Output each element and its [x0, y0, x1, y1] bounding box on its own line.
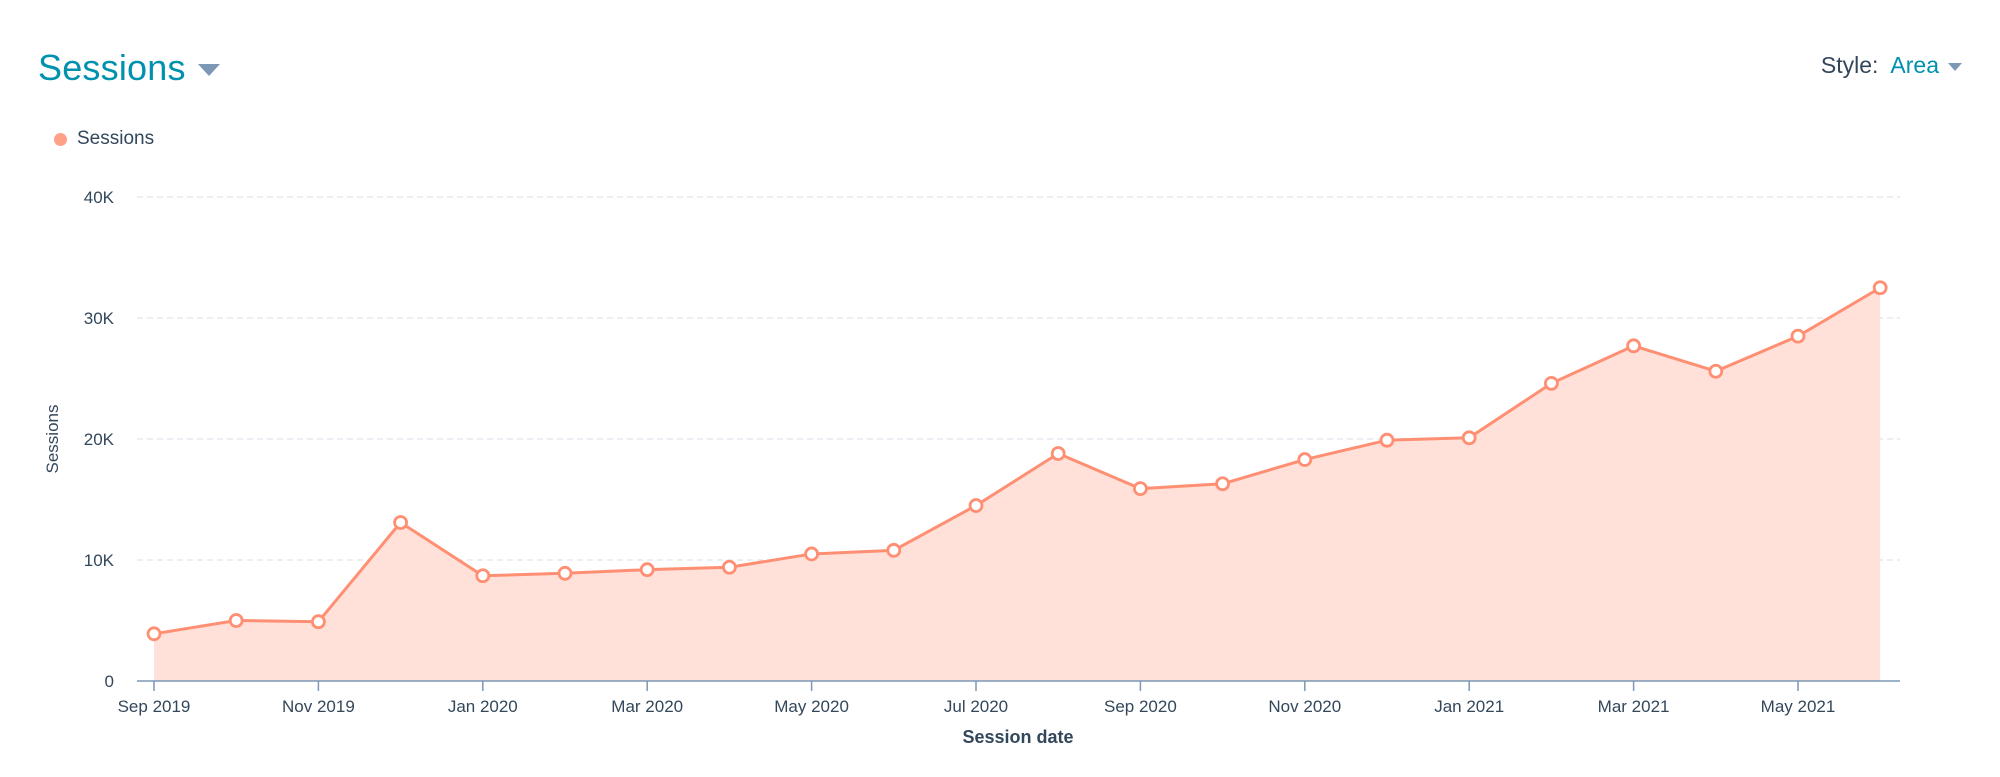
style-value[interactable]: Area [1890, 52, 1939, 78]
data-point[interactable] [1050, 446, 1066, 461]
y-axis-title: Sessions [43, 405, 62, 474]
data-point[interactable] [228, 613, 244, 628]
x-tick-label: Sep 2019 [118, 697, 191, 716]
data-point[interactable] [1708, 363, 1724, 379]
data-point[interactable] [722, 559, 737, 575]
x-tick-label: Nov 2020 [1268, 697, 1341, 716]
x-tick-label: May 2021 [1761, 697, 1836, 716]
x-tick-label: Mar 2020 [611, 697, 683, 716]
y-tick-label: 20K [84, 430, 115, 449]
legend-swatch [54, 132, 67, 146]
y-tick-label: 0 [105, 672, 114, 691]
data-point[interactable] [1133, 481, 1148, 497]
legend: Sessions [54, 128, 154, 150]
data-point[interactable] [1544, 375, 1559, 391]
data-point[interactable] [557, 565, 573, 581]
x-tick-label: May 2020 [774, 697, 849, 716]
y-tick-label: 30K [84, 309, 115, 328]
data-point[interactable] [1790, 328, 1806, 344]
style-label: Style: [1820, 52, 1879, 78]
data-point[interactable] [968, 498, 984, 513]
x-axis-title: Session date [962, 727, 1073, 747]
data-point[interactable] [146, 626, 162, 642]
x-tick-label: Jan 2021 [1434, 697, 1504, 716]
y-tick-label: 40K [84, 188, 115, 207]
data-point[interactable] [393, 515, 409, 530]
x-tick-label: Jul 2020 [944, 697, 1008, 716]
y-tick-label: 10K [84, 551, 115, 570]
series-line [153, 286, 1881, 636]
data-point[interactable] [1872, 280, 1888, 296]
chevron-down-icon[interactable] [1948, 62, 1962, 71]
x-tick-label: Jan 2020 [448, 697, 518, 716]
data-point[interactable] [310, 614, 326, 630]
legend-label[interactable]: Sessions [77, 128, 155, 149]
chart-header: Sessions [38, 38, 220, 98]
data-point[interactable] [1626, 338, 1641, 354]
style-selector[interactable]: Style: Area [1821, 52, 1962, 79]
data-point[interactable] [475, 568, 491, 584]
data-point[interactable] [1297, 452, 1313, 467]
chart-title[interactable]: Sessions [38, 47, 186, 88]
data-point[interactable] [804, 546, 819, 562]
x-tick-label: Sep 2020 [1104, 697, 1177, 716]
x-tick-label: Nov 2019 [282, 697, 355, 716]
data-point[interactable] [639, 562, 655, 578]
chevron-down-icon[interactable] [197, 64, 220, 76]
data-point[interactable] [1379, 432, 1395, 448]
data-point[interactable] [1461, 430, 1477, 446]
data-point[interactable] [1215, 476, 1230, 492]
data-point[interactable] [886, 542, 902, 558]
area-fill [154, 287, 1881, 681]
x-tick-label: Mar 2021 [1598, 697, 1670, 716]
